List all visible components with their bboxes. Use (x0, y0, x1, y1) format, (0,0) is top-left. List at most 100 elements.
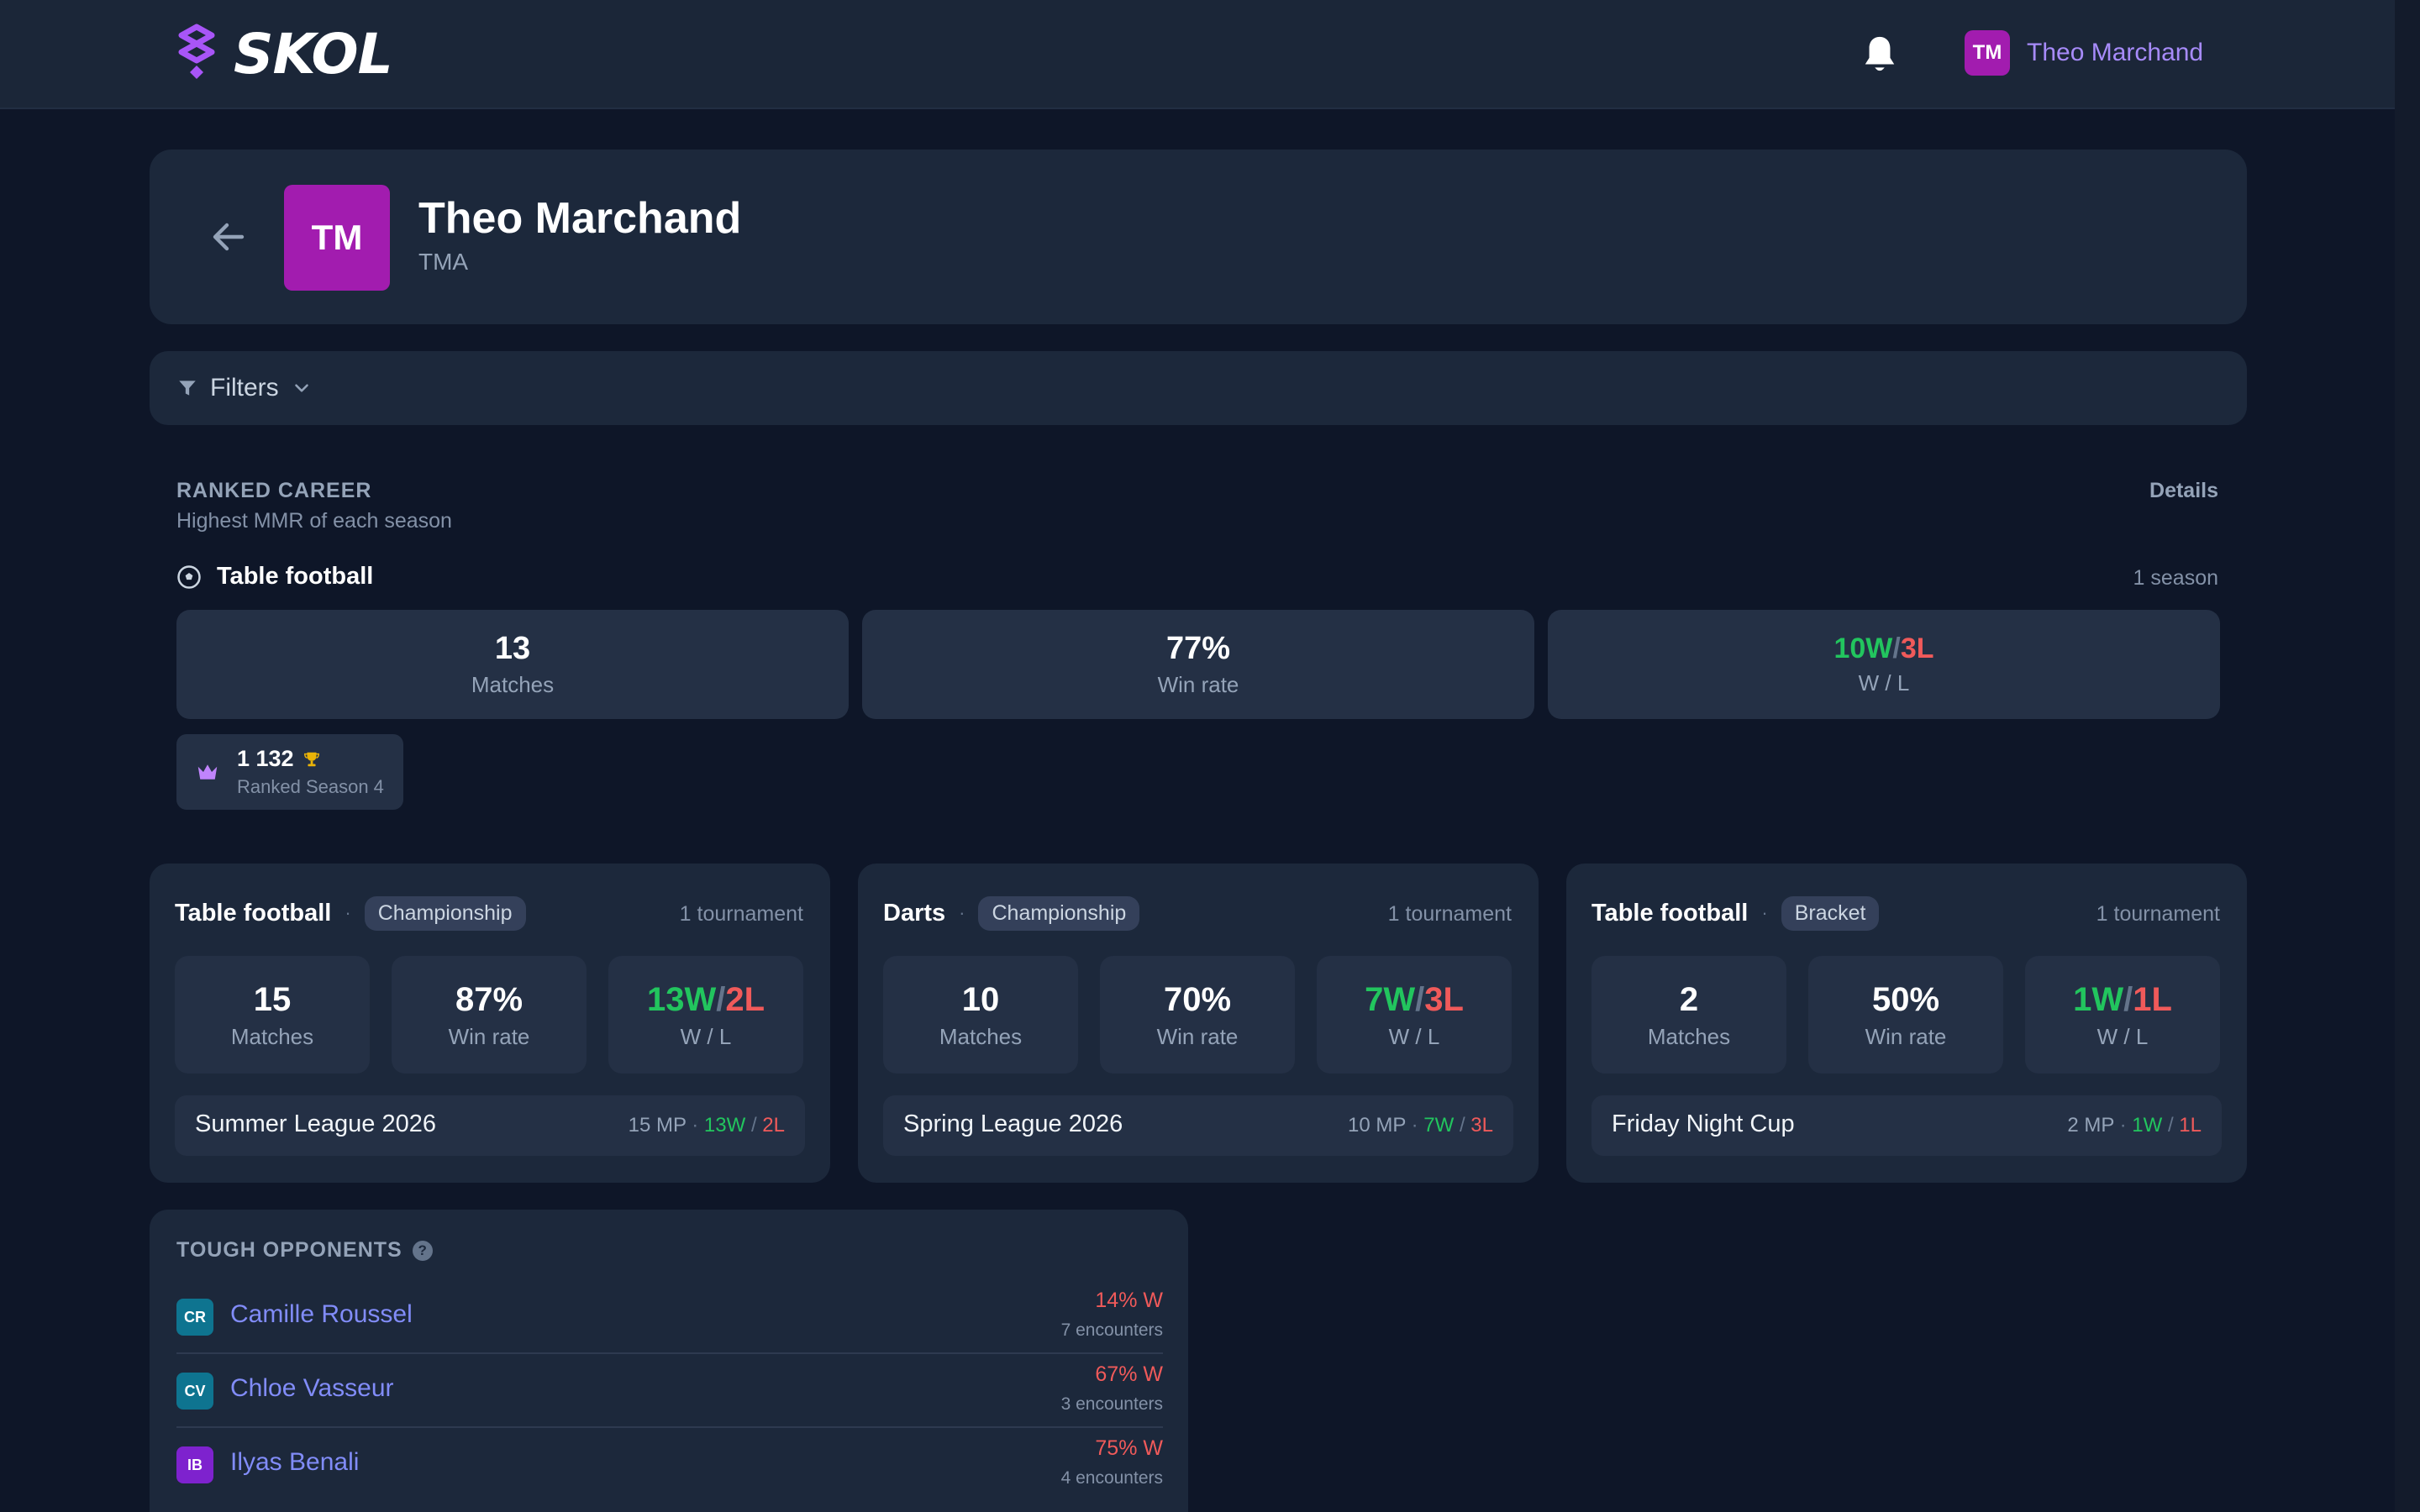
league-name: Friday Night Cup (1612, 1110, 1795, 1137)
opponent-win-pct: 67% W (1095, 1362, 1163, 1386)
notifications-bell-icon[interactable] (1860, 34, 1899, 76)
tournament-card: Table football · Bracket 1 tournament 2 … (1566, 864, 2247, 1183)
ranked-career-subtitle: Highest MMR of each season (176, 509, 452, 533)
season-mmr-chip[interactable]: 1 132 Ranked Season 4 (176, 734, 403, 810)
user-name: Theo Marchand (2027, 39, 2204, 66)
tournament-game: Table football (1591, 899, 1749, 927)
opponent-name[interactable]: Chloe Vasseur (230, 1374, 394, 1402)
league-losses: 2L (762, 1114, 785, 1137)
header-dot: · (959, 902, 965, 923)
opponent-win-pct: 75% W (1095, 1436, 1163, 1460)
losses-value: 1L (2133, 980, 2172, 1018)
league-name: Spring League 2026 (903, 1110, 1123, 1137)
soccer-ball-icon (177, 564, 201, 589)
opponent-avatar: CR (176, 1299, 213, 1336)
tournament-card-header: Table football · Championship (175, 894, 526, 932)
wl-separator: / (1415, 980, 1425, 1018)
filters-label: Filters (210, 374, 279, 402)
wl-stat: 7W/3L W / L (1317, 956, 1512, 1074)
league-meta: 2 MP · 1W / 1L (2067, 1114, 2202, 1137)
tournament-count: 1 tournament (679, 902, 803, 926)
stat-value: 10 (961, 980, 1000, 1018)
tough-opponents-header: TOUGH OPPONENTS ? (176, 1238, 433, 1263)
tournament-count: 1 tournament (2096, 902, 2220, 926)
stat-label: Matches (939, 1023, 1023, 1049)
league-meta: 15 MP · 13W / 2L (629, 1114, 785, 1137)
profile-card: TM Theo Marchand TMA (150, 150, 2247, 324)
stat-label: W / L (680, 1023, 732, 1049)
tournament-card: Darts · Championship 1 tournament 10 Mat… (858, 864, 1539, 1183)
stat-value: 1W/1L (2073, 980, 2172, 1019)
league-row[interactable]: Spring League 2026 10 MP · 7W / 3L (883, 1095, 1513, 1156)
stat-label: Win rate (1157, 672, 1239, 698)
stat-label: Win rate (1156, 1023, 1239, 1049)
season-name: Ranked Season 4 (237, 776, 384, 797)
league-wins: 1W (2132, 1114, 2163, 1137)
profile-name: Theo Marchand (418, 194, 742, 243)
league-row[interactable]: Summer League 2026 15 MP · 13W / 2L (175, 1095, 805, 1156)
stat-label: W / L (1858, 670, 1910, 696)
user-avatar: TM (1965, 30, 2010, 76)
league-mp: 15 MP (628, 1114, 687, 1137)
league-wins: 13W (703, 1114, 746, 1137)
ranked-wl-stat: 10W/3L W / L (1548, 610, 2220, 719)
opponent-encounters: 4 encounters (1060, 1468, 1163, 1488)
stat-value: 10W/3L (1833, 633, 1933, 665)
filters-toggle[interactable]: Filters (176, 351, 313, 425)
losses-value: 3L (1900, 632, 1934, 664)
meta-dot: · (692, 1114, 699, 1137)
win-rate-stat: 70% Win rate (1100, 956, 1295, 1074)
tournament-count: 1 tournament (1387, 902, 1512, 926)
stat-label: W / L (2096, 1023, 2149, 1049)
matches-stat: 15 Matches (175, 956, 370, 1074)
meta-dot: · (2119, 1114, 2127, 1137)
back-arrow-icon[interactable] (208, 217, 249, 257)
stat-value: 70% (1163, 980, 1232, 1018)
stat-value: 13W/2L (647, 980, 765, 1019)
wins-value: 13W (646, 980, 717, 1018)
scrollbar[interactable] (2395, 0, 2420, 1512)
stat-label: Matches (230, 1023, 314, 1049)
wl-separator: / (2123, 980, 2133, 1018)
stat-value: 13 (494, 630, 531, 666)
wl-separator: / (1892, 632, 1901, 664)
details-link[interactable]: Details (2149, 479, 2218, 502)
tough-opponents-title: TOUGH OPPONENTS (176, 1238, 402, 1262)
league-row[interactable]: Friday Night Cup 2 MP · 1W / 1L (1591, 1095, 2222, 1156)
opponent-win-pct: 14% W (1095, 1289, 1163, 1312)
league-losses: 3L (1470, 1114, 1493, 1137)
wins-value: 7W (1365, 980, 1416, 1018)
league-wins: 7W (1423, 1114, 1455, 1137)
user-menu[interactable]: TM Theo Marchand (1965, 30, 2203, 76)
wl-stat: 1W/1L W / L (2025, 956, 2220, 1074)
tournament-game: Table football (175, 899, 332, 927)
tough-opponents-card: TOUGH OPPONENTS ? CR Camille Roussel 14%… (150, 1210, 1188, 1512)
stat-value: 77% (1165, 630, 1231, 666)
wl-separator: / (1459, 1114, 1465, 1137)
opponent-row[interactable]: IB Ilyas Benali 75% W 4 encounters (176, 1428, 1163, 1502)
brand-wordmark: SKOL (234, 21, 393, 87)
opponent-name[interactable]: Ilyas Benali (230, 1448, 360, 1476)
top-bar: SKOL TM Theo Marchand (0, 0, 2395, 109)
matches-stat: 2 Matches (1591, 956, 1786, 1074)
brand-logo[interactable]: SKOL (176, 21, 393, 87)
ranked-career-title: RANKED CAREER (176, 479, 372, 502)
stat-label: Matches (1647, 1023, 1731, 1049)
tournament-type-badge: Bracket (1781, 895, 1880, 931)
wl-separator: / (716, 980, 726, 1018)
opponent-row[interactable]: CV Chloe Vasseur 67% W 3 encounters (176, 1354, 1163, 1428)
stat-value: 7W/3L (1365, 980, 1464, 1019)
win-rate-stat: 87% Win rate (392, 956, 587, 1074)
wins-value: 10W (1833, 632, 1893, 664)
opponent-row[interactable]: CR Camille Roussel 14% W 7 encounters (176, 1280, 1163, 1354)
chevron-down-icon (294, 384, 308, 392)
header-dot: · (1761, 902, 1768, 923)
opponent-name[interactable]: Camille Roussel (230, 1300, 413, 1328)
help-icon[interactable]: ? (412, 1240, 433, 1261)
stat-value: 2 (1679, 980, 1699, 1018)
losses-value: 2L (725, 980, 765, 1018)
matches-stat: 10 Matches (883, 956, 1078, 1074)
stat-value: 15 (253, 980, 292, 1018)
tournament-game: Darts (883, 899, 946, 927)
